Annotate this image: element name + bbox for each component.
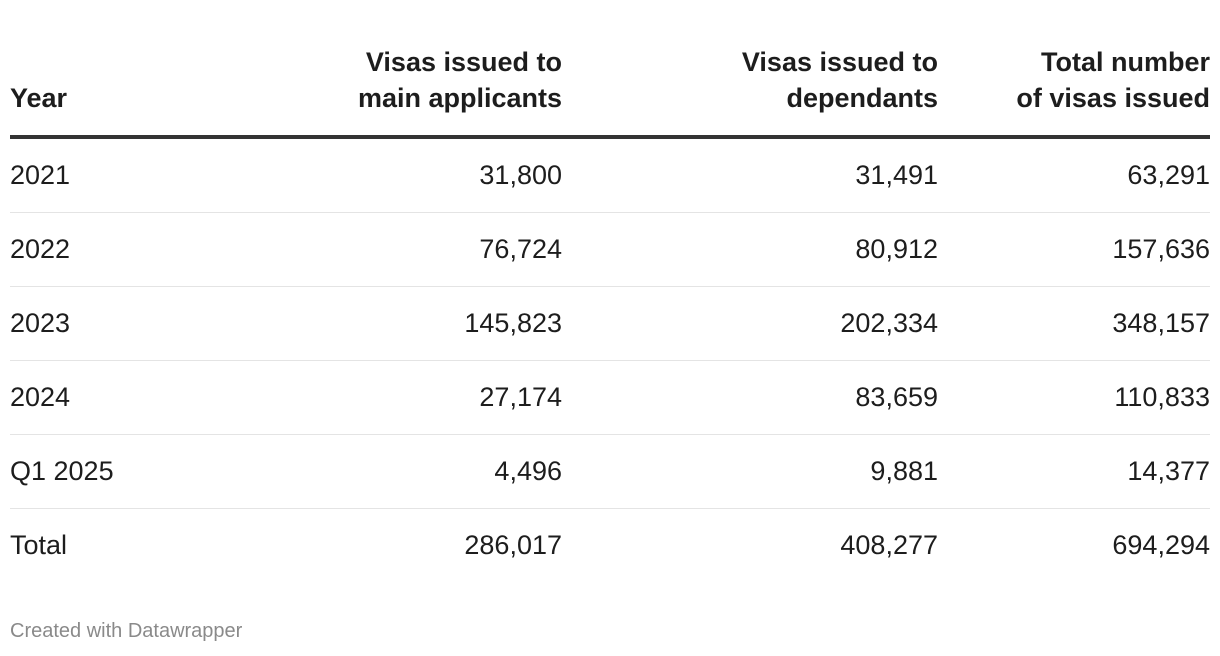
- header-main-applicants-line-2: main applicants: [357, 83, 562, 113]
- header-main-applicants-line-1: Visas issued to: [365, 47, 562, 77]
- cell-main-applicants: 286,017: [464, 530, 562, 560]
- cell-dependants: 408,277: [840, 530, 938, 560]
- cell-total: 110,833: [938, 360, 1210, 435]
- cell-main-applicants: 27,174: [210, 360, 562, 435]
- cell-main-applicants: 145,823: [210, 286, 562, 361]
- data-table-container: Year Visas issued to main applicants Vis…: [10, 40, 1210, 582]
- header-dependants-line-2: dependants: [786, 83, 938, 113]
- cell-main-applicants: 76,724: [210, 212, 562, 287]
- cell-total: 63,291: [938, 137, 1210, 213]
- cell-main-applicants: 31,800: [210, 137, 562, 213]
- cell-year: 2023: [10, 286, 210, 361]
- cell-main-applicants: 4,496: [210, 434, 562, 509]
- cell-year: Q1 2025: [10, 434, 210, 509]
- cell-total: 14,377: [938, 434, 1210, 509]
- cell-dependants: 80,912: [562, 212, 938, 287]
- table-row: 2021 31,800 31,491 63,291: [10, 137, 1210, 213]
- table-row: 2024 27,174 83,659 110,833: [10, 360, 1210, 435]
- visa-table: Year Visas issued to main applicants Vis…: [10, 40, 1210, 582]
- header-year-line-1: Year: [10, 83, 68, 113]
- cell-dependants: 202,334: [562, 286, 938, 361]
- cell-year: 2021: [10, 137, 210, 213]
- table-row: 2023 145,823 202,334 348,157: [10, 286, 1210, 361]
- header-total: Total number of visas issued: [938, 40, 1210, 139]
- cell-total: 694,294: [1112, 530, 1210, 560]
- table-row: 2022 76,724 80,912 157,636: [10, 212, 1210, 287]
- cell-dependants: 31,491: [562, 137, 938, 213]
- table-row: Q1 2025 4,496 9,881 14,377: [10, 434, 1210, 509]
- header-year: Year: [10, 40, 210, 139]
- header-dependants-line-1: Visas issued to: [741, 47, 938, 77]
- cell-year: Total: [10, 530, 68, 560]
- header-row: Year Visas issued to main applicants Vis…: [10, 40, 1210, 139]
- header-total-line-1: Total number: [1040, 47, 1210, 77]
- datawrapper-credit[interactable]: Created with Datawrapper: [10, 620, 243, 642]
- table-row-total: Total 286,017 408,277 694,294: [10, 509, 1210, 583]
- cell-year: 2022: [10, 212, 210, 287]
- header-main-applicants: Visas issued to main applicants: [210, 40, 562, 139]
- cell-total: 157,636: [938, 212, 1210, 287]
- cell-dependants: 83,659: [562, 360, 938, 435]
- header-total-line-2: of visas issued: [1016, 83, 1210, 113]
- cell-year: 2024: [10, 360, 210, 435]
- header-dependants: Visas issued to dependants: [562, 40, 938, 139]
- cell-total: 348,157: [938, 286, 1210, 361]
- cell-dependants: 9,881: [562, 434, 938, 509]
